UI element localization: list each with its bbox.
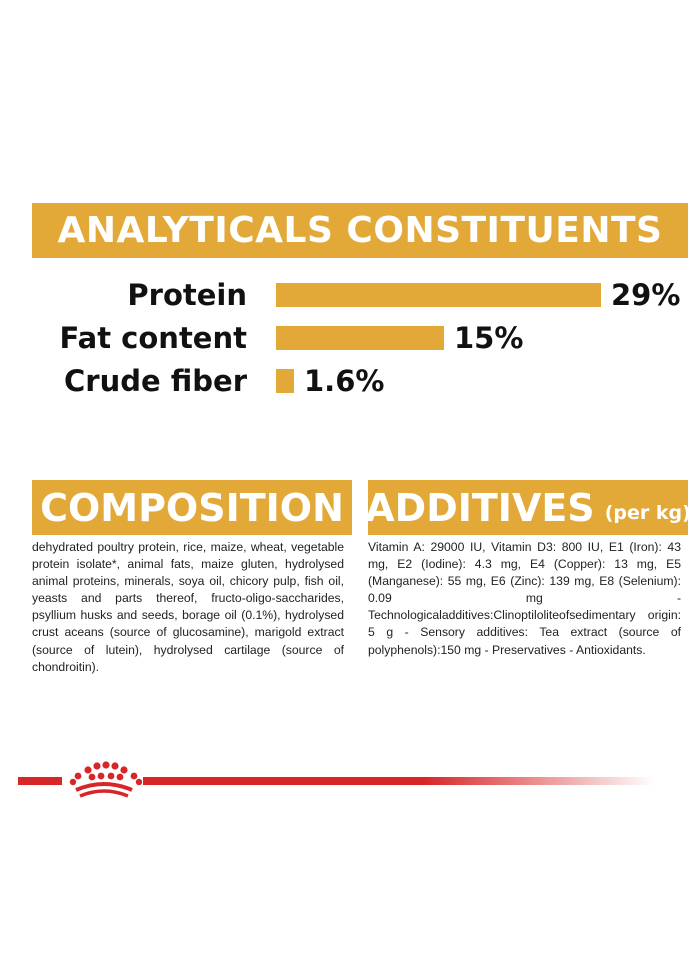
fat-content-bar	[276, 326, 444, 350]
protein-bar	[276, 283, 601, 307]
additives-title: ADDITIVES	[365, 485, 595, 530]
footer-line-right	[143, 777, 655, 785]
crude-fiber-label: Crude fiber	[64, 364, 247, 398]
analytics-row-fiber: Crude fiber 1.6%	[0, 361, 700, 401]
crude-fiber-bar	[276, 369, 294, 393]
protein-value: 29%	[611, 278, 681, 312]
protein-label: Protein	[127, 278, 247, 312]
fat-content-label: Fat content	[59, 321, 247, 355]
footer-line-left	[18, 777, 62, 785]
additives-text: Vitamin A: 29000 IU, Vitamin D3: 800 IU,…	[368, 540, 681, 657]
crude-fiber-value: 1.6%	[304, 364, 385, 398]
analytics-row-protein: Protein 29%	[0, 275, 700, 315]
analytics-title: ANALYTICALS CONSTITUENTS	[57, 210, 663, 251]
composition-title: COMPOSITION	[40, 485, 344, 530]
analytics-row-fat: Fat content 15%	[0, 318, 700, 358]
royal-canin-crown-icon	[69, 761, 142, 798]
additives-title-banner: ADDITIVES (per kg)	[365, 480, 691, 535]
composition-title-banner: COMPOSITION	[32, 480, 352, 535]
analytics-title-banner: ANALYTICALS CONSTITUENTS	[32, 203, 688, 258]
additives-subtitle: (per kg)	[604, 501, 691, 524]
fat-content-value: 15%	[454, 321, 524, 355]
composition-text: dehydrated poultry protein, rice, maize,…	[32, 540, 344, 674]
